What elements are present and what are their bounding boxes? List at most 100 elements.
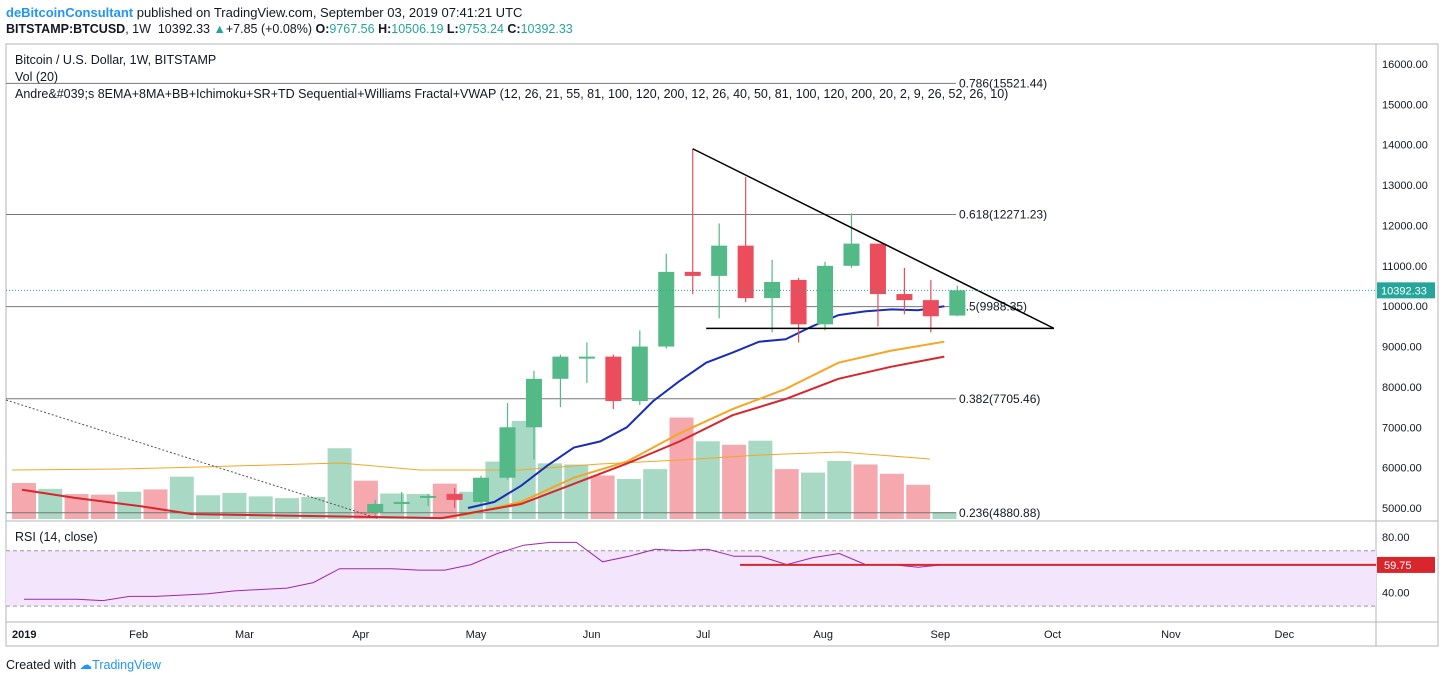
volume-legend: Vol (20) [15, 70, 59, 84]
time-tick-label: 2019 [12, 629, 36, 641]
time-tick-label: Apr [352, 629, 369, 641]
volume-ma-line [11, 451, 931, 471]
volume-bar [432, 483, 457, 519]
candle-body [499, 427, 516, 478]
ma-orange-line [441, 340, 945, 520]
ema-blue-line [467, 305, 945, 509]
open-label: O: [315, 22, 330, 36]
time-tick-label: Nov [1161, 629, 1181, 641]
volume-bar [590, 475, 615, 519]
time-tick-label: Feb [129, 629, 148, 641]
price-tick-label: 10000.00 [1382, 301, 1428, 313]
fib-label: 0.786(15521.44) [959, 76, 1047, 90]
volume-bar [564, 464, 589, 519]
author-link[interactable]: deBitcoinConsultant [6, 5, 134, 20]
rsi-tick-label: 80.00 [1382, 532, 1410, 544]
rsi-value-tag [1377, 556, 1435, 573]
ma-red-line [21, 355, 945, 520]
candle-body [393, 501, 410, 504]
low-value: 9753.24 [458, 22, 504, 36]
created-with: Created with [6, 658, 77, 672]
candle-body [764, 281, 781, 299]
volume-bar [669, 417, 694, 519]
candle-body [473, 477, 490, 502]
volume-bar [853, 464, 878, 519]
volume-bar [879, 473, 904, 519]
triangle-upper-line [692, 148, 1055, 330]
footer: Created with ☁TradingView [6, 657, 161, 672]
candle-body [631, 346, 648, 402]
fib-label: 0.236(4880.88) [959, 506, 1040, 520]
volume-bar [801, 472, 825, 519]
candle-body [578, 356, 595, 359]
price-tick-label: 12000.00 [1382, 220, 1428, 232]
candle-body [711, 245, 728, 276]
candle-body [896, 294, 913, 301]
rsi-line [24, 541, 945, 602]
publisher-line: deBitcoinConsultant published on Trading… [6, 5, 522, 20]
volume-bar [643, 469, 668, 519]
candle-body [790, 279, 807, 325]
close-label: C: [507, 22, 521, 36]
candle-body [737, 245, 754, 299]
last-price-tag [1377, 282, 1435, 299]
volume-bar [12, 483, 36, 519]
low-label: L: [446, 22, 459, 36]
symbol-ohlc-line: BITSTAMP:BTCUSD, 1W 10392.33 ▲+7.85 (+0.… [6, 22, 573, 36]
candle-body [922, 300, 939, 317]
volume-bar [774, 469, 799, 519]
volume-bar [248, 496, 273, 519]
interval: , 1W [125, 22, 151, 36]
volume-bar [301, 496, 326, 519]
candle-body [843, 243, 860, 266]
volume-bar [143, 489, 168, 519]
price-tick-label: 14000.00 [1382, 140, 1428, 152]
candle-body [869, 243, 886, 295]
fib-label: 0.618(12271.23) [959, 208, 1047, 222]
volume-bar [406, 494, 431, 519]
up-arrow-icon: ▲ [213, 22, 226, 36]
price-tick-label: 15000.00 [1382, 99, 1428, 111]
volume-bar [90, 494, 115, 519]
candle-body [367, 503, 384, 513]
volume-bar [275, 498, 299, 519]
time-tick-label: Oct [1044, 629, 1061, 641]
rsi-legend: RSI (14, close) [15, 530, 98, 544]
rsi-tick-label: 40.00 [1382, 587, 1410, 599]
candle-body [684, 271, 701, 276]
last-price: 10392.33 [157, 22, 210, 36]
open-value: 9767.56 [329, 22, 375, 36]
candle-body [420, 495, 437, 498]
price-tick-label: 11000.00 [1382, 261, 1427, 273]
candle-body [605, 356, 622, 402]
price-tick-label: 8000.00 [1382, 382, 1422, 394]
volume-bar [327, 448, 352, 519]
close-value: 10392.33 [520, 22, 573, 36]
time-tick-label: Jul [696, 629, 710, 641]
symbol: BITSTAMP:BTCUSD [6, 22, 126, 36]
change: +7.85 (+0.08%) [225, 22, 313, 36]
candle-body [949, 290, 966, 316]
price-tick-label: 9000.00 [1382, 342, 1422, 354]
volume-bar [827, 461, 852, 519]
tradingview-link[interactable]: TradingView [92, 658, 161, 672]
volume-bar [538, 463, 562, 519]
price-tick-label: 7000.00 [1382, 422, 1422, 434]
volume-bar [906, 484, 931, 519]
tradingview-logo-icon[interactable]: ☁ [79, 658, 93, 672]
volume-bar [380, 493, 405, 519]
fib-label: 0.382(7705.46) [959, 392, 1040, 406]
high-label: H: [378, 22, 392, 36]
time-tick-label: May [466, 629, 487, 641]
chart-title: Bitcoin / U.S. Dollar, 1W, BITSTAMP [15, 53, 217, 67]
price-tick-label: 6000.00 [1382, 463, 1422, 475]
price-tick-label: 13000.00 [1382, 180, 1428, 192]
volume-bar [932, 512, 957, 519]
high-value: 10506.19 [391, 22, 444, 36]
candle-body [552, 356, 569, 379]
time-tick-label: Jun [583, 629, 601, 641]
candle-body [446, 493, 463, 500]
volume-bar [695, 441, 720, 519]
price-tick-label: 16000.00 [1382, 59, 1428, 71]
